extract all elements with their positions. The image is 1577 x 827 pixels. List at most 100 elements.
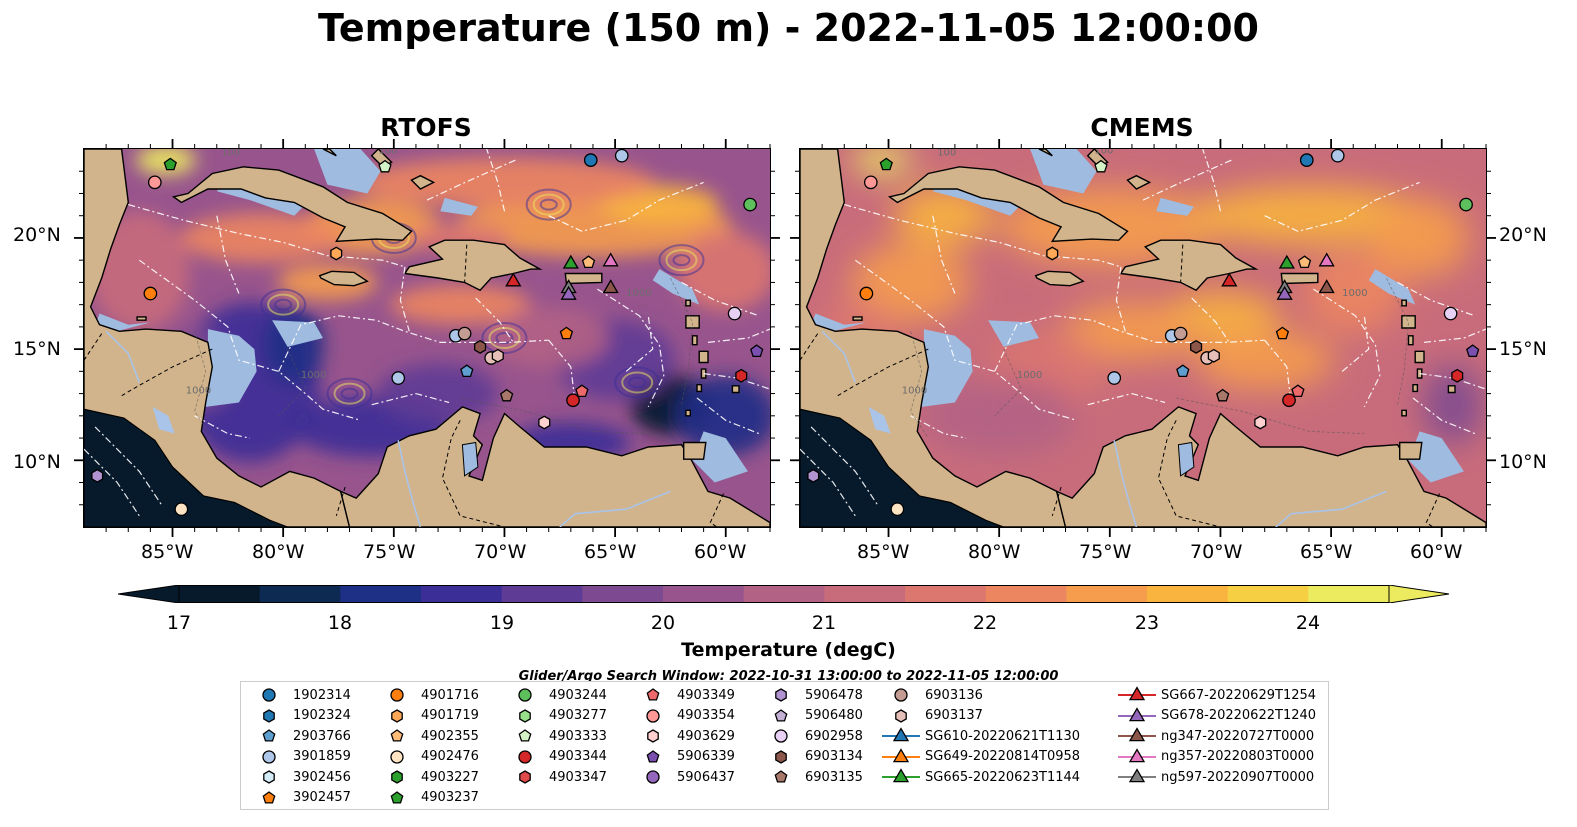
- legend-item: 4903629: [633, 727, 735, 745]
- platform-marker-cmems-3: [1299, 153, 1314, 167]
- figure-title: Temperature (150 m) - 2022-11-05 12:00:0…: [317, 6, 1259, 50]
- svg-text:100: 100: [378, 149, 397, 156]
- platform-marker-rtofs-9: [562, 254, 579, 269]
- platform-marker-cmems-9: [1278, 254, 1295, 269]
- platform-marker-rtofs-14: [602, 279, 619, 294]
- legend-item: 4903347: [505, 768, 607, 786]
- legend-label: 4903333: [549, 728, 607, 744]
- legend-pentagon-icon: [774, 770, 788, 783]
- platform-marker-rtofs-11: [581, 255, 596, 269]
- legend-hexagon-icon: [519, 708, 531, 723]
- legend-marker-icon: [390, 749, 404, 764]
- platform-marker-cmems-19: [1190, 339, 1203, 354]
- colorbar-segment: [663, 585, 745, 603]
- legend-label: SG667-20220629T1254: [1161, 687, 1317, 703]
- legend-label: 5906339: [677, 749, 735, 764]
- platform-marker-rtofs-24: [460, 364, 474, 378]
- legend-marker-icon: [519, 708, 531, 723]
- legend-marker-icon: [1118, 686, 1156, 701]
- panel-title-rtofs: RTOFS: [380, 113, 472, 142]
- legend-pentagon-icon: [646, 749, 660, 763]
- legend-label: 6903134: [805, 749, 863, 764]
- legend-item: 3902456: [249, 768, 351, 786]
- platform-marker-rtofs-7: [143, 286, 158, 301]
- legend-circle-icon: [262, 749, 276, 764]
- legend-hexagon-icon: [775, 749, 787, 764]
- legend-label: SG678-20220622T1240: [1161, 708, 1317, 723]
- platform-marker-cmems-2: [1094, 159, 1108, 173]
- legend-label: SG649-20220814T0958: [925, 749, 1081, 764]
- legend-marker-icon: [882, 768, 920, 783]
- platform-marker-rtofs-19: [474, 339, 487, 354]
- legend-label: 4903237: [421, 790, 479, 805]
- colorbar-segment: [824, 585, 906, 603]
- legend-label: 5906478: [805, 687, 863, 703]
- legend-label: 4902355: [421, 728, 479, 744]
- legend-marker-icon: [1118, 727, 1156, 742]
- legend-label: 1902324: [293, 708, 351, 723]
- legend-item: 6903135: [761, 768, 863, 786]
- platform-marker-rtofs-13: [560, 285, 577, 300]
- lon-label-85w-left: 85°W: [141, 541, 194, 563]
- lon-label-60w-left: 60°W: [694, 541, 747, 563]
- legend-label: SG665-20220623T1144: [925, 769, 1081, 785]
- legend-circle-icon: [774, 729, 788, 743]
- platform-marker-rtofs-30: [91, 468, 104, 483]
- legend-marker-icon: [895, 708, 907, 723]
- legend-pentagon-icon: [390, 790, 404, 804]
- legend-item: 4901719: [377, 707, 479, 725]
- platform-marker-cmems-18: [1275, 326, 1290, 340]
- platform-marker-rtofs-21: [491, 348, 504, 363]
- legend-label: 5906480: [805, 708, 863, 723]
- lon-label-60w-right: 60°W: [1410, 541, 1463, 563]
- legend-marker-icon: [518, 688, 532, 702]
- cmems-map: 1000 1000 100 100 1000: [799, 148, 1487, 528]
- legend-label: 5906437: [677, 769, 735, 785]
- legend-item: 4902355: [377, 727, 479, 745]
- colorbar-segment: [421, 585, 503, 603]
- legend-marker-icon: [647, 729, 659, 743]
- legend-marker-icon: [1118, 768, 1156, 783]
- legend-item: 5906339: [633, 748, 735, 766]
- legend-label: 6903137: [925, 708, 983, 723]
- legend-item: 4903227: [377, 768, 479, 786]
- platform-marker-cmems-5: [1459, 197, 1473, 212]
- legend-pentagon-icon: [262, 729, 276, 742]
- lat-label-20-right: 20°N: [1499, 224, 1547, 246]
- platform-marker-cmems-0: [879, 157, 893, 171]
- legend-item: 6903137: [881, 707, 983, 725]
- platform-marker-cmems-28: [1282, 393, 1296, 408]
- legend-marker-icon: [775, 749, 787, 764]
- legend-label: ng347-20220727T0000: [1161, 728, 1315, 744]
- legend-label: ng357-20220803T0000: [1161, 749, 1315, 764]
- legend-marker-icon: [646, 749, 660, 763]
- legend-label: 4903629: [677, 728, 735, 744]
- legend-label: 4903354: [677, 708, 735, 723]
- legend-marker-icon: [262, 729, 276, 742]
- platform-marker-rtofs-1: [147, 175, 162, 190]
- colorbar-segment: [905, 585, 987, 603]
- lon-label-65w-left: 65°W: [584, 541, 637, 563]
- legend-triangle-icon: [1128, 686, 1146, 701]
- lat-label-15-left: 15°N: [13, 338, 61, 360]
- legend-marker-icon: [1118, 706, 1156, 721]
- lat-label-10-left: 10°N: [13, 451, 61, 473]
- colorbar-segment: [340, 585, 422, 603]
- lon-label-75w-left: 75°W: [363, 541, 416, 563]
- legend-triangle-icon: [1128, 727, 1146, 742]
- svg-text:1000: 1000: [186, 386, 211, 397]
- legend-circle-icon: [894, 688, 908, 702]
- legend-item: 4903277: [505, 707, 607, 725]
- platform-marker-rtofs-18: [559, 326, 574, 340]
- platform-marker-rtofs-3: [583, 153, 598, 167]
- legend-item: ng347-20220727T0000: [1117, 727, 1314, 745]
- legend-label: 3901859: [293, 749, 351, 764]
- platform-marker-rtofs-31: [174, 502, 189, 517]
- legend-item: SG649-20220814T0958: [881, 747, 1081, 766]
- colorbar-segment: [1227, 585, 1309, 603]
- legend-hexagon-icon: [263, 770, 275, 784]
- legend-circle-icon: [262, 688, 276, 702]
- platform-marker-cmems-14: [1318, 279, 1335, 294]
- svg-text:100: 100: [937, 149, 956, 159]
